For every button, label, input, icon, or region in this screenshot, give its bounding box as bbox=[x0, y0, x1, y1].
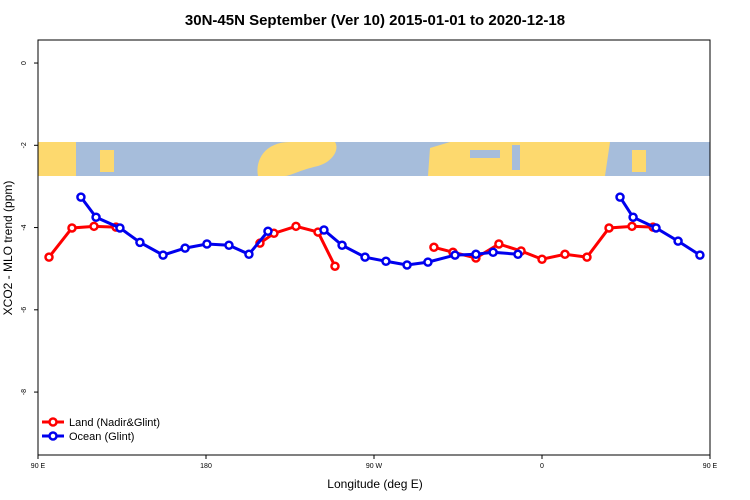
land bbox=[257, 142, 337, 176]
series-point bbox=[560, 249, 570, 260]
series-point bbox=[488, 247, 498, 257]
series-point bbox=[158, 250, 168, 260]
series-point bbox=[695, 250, 705, 260]
map-band bbox=[38, 142, 710, 176]
x-tick-label: 90 E bbox=[703, 463, 718, 470]
series-point bbox=[330, 261, 340, 271]
series-point bbox=[89, 221, 99, 232]
series-line bbox=[47, 224, 117, 259]
x-tick-label: 90 E bbox=[31, 463, 46, 470]
series-point bbox=[471, 249, 481, 260]
series-point bbox=[224, 240, 234, 250]
series-point bbox=[360, 252, 370, 262]
series-point bbox=[67, 223, 77, 233]
y-axis-label: XCO2 - MLO trend (ppm) bbox=[1, 181, 15, 316]
y-tick-label: -6 bbox=[21, 307, 28, 313]
x-tick-label: 180 bbox=[200, 463, 212, 470]
series-point bbox=[135, 237, 145, 248]
y-tick-label: -2 bbox=[21, 142, 28, 148]
series-point bbox=[44, 252, 54, 262]
land bbox=[632, 150, 646, 172]
x-axis-label: Longitude (deg E) bbox=[327, 477, 422, 491]
series-point bbox=[423, 257, 433, 267]
series-point bbox=[627, 221, 637, 232]
chart-title: 30N-45N September (Ver 10) 2015-01-01 to… bbox=[185, 12, 565, 29]
series-point bbox=[91, 212, 101, 223]
legend-label: Land (Nadir&Glint) bbox=[69, 417, 160, 429]
series-point bbox=[337, 240, 347, 250]
land bbox=[38, 142, 76, 176]
legend-marker bbox=[48, 431, 58, 441]
series-point bbox=[76, 192, 86, 202]
series-point bbox=[537, 254, 547, 264]
series-line bbox=[323, 228, 519, 267]
series-point bbox=[628, 212, 638, 223]
series-point bbox=[651, 223, 661, 233]
x-tick-label: 90 W bbox=[366, 463, 383, 470]
land bbox=[100, 150, 114, 172]
series-point bbox=[263, 226, 273, 237]
plot-frame bbox=[37, 39, 711, 456]
x-tick-label: 0 bbox=[540, 463, 544, 470]
legend-label: Ocean (Glint) bbox=[69, 431, 134, 443]
y-tick-label: -4 bbox=[21, 224, 28, 230]
series-point bbox=[180, 243, 190, 253]
series-point bbox=[673, 236, 683, 246]
sea bbox=[470, 150, 500, 158]
series-point bbox=[202, 239, 212, 249]
series-line bbox=[79, 196, 270, 257]
series-point bbox=[582, 252, 592, 262]
series-point bbox=[450, 250, 460, 260]
y-tick-label: -8 bbox=[21, 389, 28, 395]
series-point bbox=[244, 249, 254, 260]
series-point bbox=[429, 242, 439, 253]
series-point bbox=[402, 260, 412, 270]
sea bbox=[512, 145, 520, 170]
series-point bbox=[615, 192, 625, 202]
series-point bbox=[319, 225, 329, 235]
y-tick-label: 0 bbox=[21, 61, 28, 65]
legend-marker bbox=[48, 417, 58, 427]
series-point bbox=[494, 239, 504, 249]
series-point bbox=[604, 223, 614, 233]
series-point bbox=[291, 221, 301, 232]
series-point bbox=[115, 223, 125, 233]
series-point bbox=[381, 256, 391, 267]
series-point bbox=[513, 249, 523, 260]
